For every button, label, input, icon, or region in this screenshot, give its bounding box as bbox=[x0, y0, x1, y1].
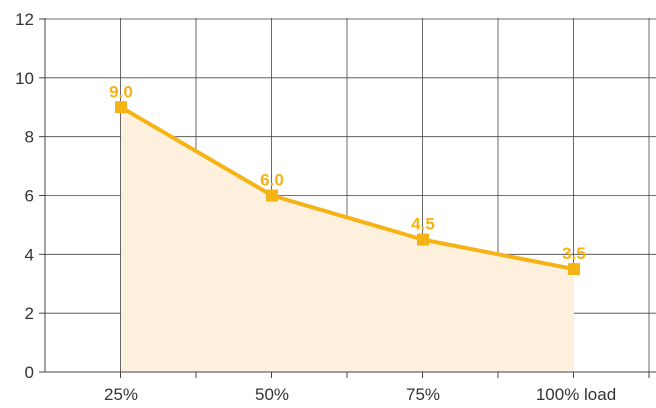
y-tick-label: 4 bbox=[25, 245, 34, 264]
y-tick-label: 2 bbox=[25, 304, 34, 323]
x-tick-label: 25% bbox=[104, 385, 138, 404]
x-tick-label: 100% load bbox=[536, 385, 616, 404]
y-tick-label: 6 bbox=[25, 187, 34, 206]
data-point bbox=[266, 189, 278, 202]
data-point bbox=[417, 233, 429, 246]
data-point bbox=[115, 101, 127, 114]
x-tick-label: 50% bbox=[255, 385, 289, 404]
data-point bbox=[568, 263, 580, 276]
data-label: 9.0 bbox=[109, 82, 133, 101]
y-tick-label: 10 bbox=[15, 69, 34, 88]
data-label: 4.5 bbox=[411, 215, 435, 234]
y-tick-labels: 0 2 4 6 8 10 12 bbox=[15, 10, 34, 382]
axes bbox=[39, 18, 656, 378]
data-label: 6.0 bbox=[260, 171, 284, 190]
y-tick-label: 0 bbox=[25, 363, 34, 382]
data-label: 3.5 bbox=[562, 244, 586, 263]
x-tick-labels: 25% 50% 75% 100% load bbox=[104, 385, 616, 404]
y-tick-label: 12 bbox=[15, 10, 34, 29]
data-labels: 9.0 6.0 4.5 3.5 bbox=[109, 82, 586, 263]
series-line bbox=[119, 105, 575, 272]
x-tick-label: 75% bbox=[406, 385, 440, 404]
data-points bbox=[115, 101, 580, 276]
y-tick-label: 8 bbox=[25, 128, 34, 147]
